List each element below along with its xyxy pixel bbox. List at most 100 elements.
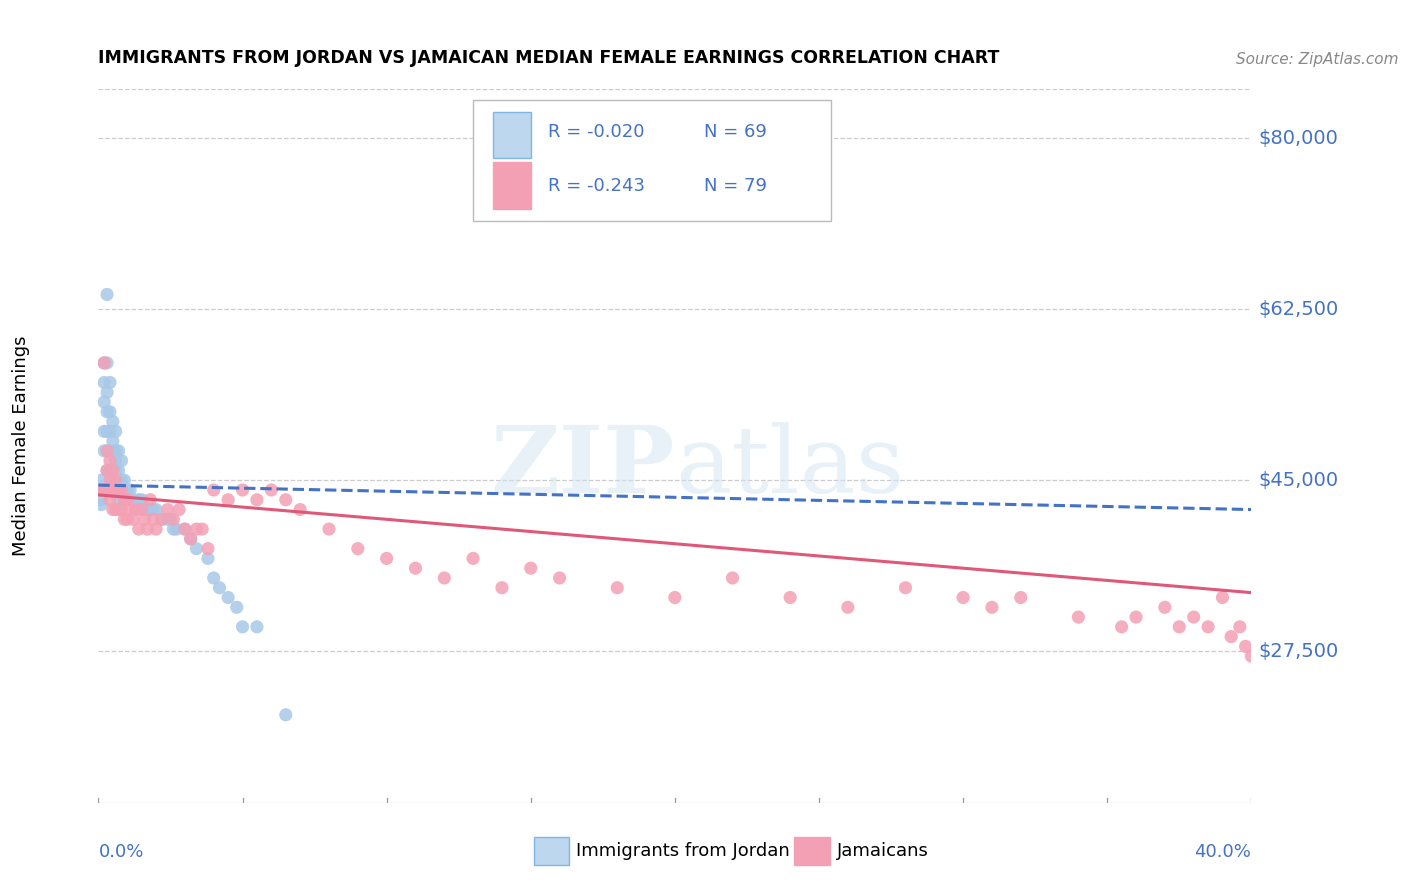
Point — [117, 512, 138, 526]
Point — [197, 551, 219, 566]
Point — [107, 483, 129, 497]
Point — [93, 376, 115, 390]
Point — [107, 463, 129, 477]
Point — [117, 492, 138, 507]
Point — [491, 581, 513, 595]
Point — [90, 492, 112, 507]
Point — [128, 492, 150, 507]
Point — [156, 502, 179, 516]
Bar — [492, 162, 531, 209]
Point — [107, 502, 129, 516]
Point — [101, 483, 124, 497]
Point — [1182, 610, 1205, 624]
Point — [520, 561, 543, 575]
Point — [217, 492, 239, 507]
Point — [202, 483, 225, 497]
Point — [1067, 610, 1090, 624]
Point — [142, 502, 165, 516]
Point — [117, 492, 138, 507]
Point — [96, 443, 118, 458]
Point — [405, 561, 427, 575]
Point — [93, 443, 115, 458]
Point — [112, 492, 135, 507]
Point — [112, 492, 135, 507]
Point — [246, 492, 269, 507]
Point — [131, 502, 153, 516]
Point — [202, 571, 225, 585]
Point — [548, 571, 571, 585]
Point — [180, 532, 202, 546]
Point — [120, 483, 142, 497]
Point — [1153, 600, 1175, 615]
Point — [225, 600, 247, 615]
Point — [110, 483, 132, 497]
Point — [231, 620, 254, 634]
Point — [110, 473, 132, 487]
Point — [90, 473, 112, 487]
Point — [128, 522, 150, 536]
Point — [174, 522, 197, 536]
Point — [101, 473, 124, 487]
Point — [125, 502, 148, 516]
Point — [837, 600, 859, 615]
Point — [1197, 620, 1219, 634]
Point — [139, 502, 162, 516]
Point — [110, 453, 132, 467]
Point — [101, 463, 124, 477]
Point — [197, 541, 219, 556]
Point — [231, 483, 254, 497]
Point — [120, 502, 142, 516]
Text: $80,000: $80,000 — [1258, 128, 1339, 147]
Point — [98, 425, 121, 439]
Text: $45,000: $45,000 — [1258, 471, 1339, 490]
Point — [98, 453, 121, 467]
Point — [894, 581, 917, 595]
Point — [217, 591, 239, 605]
Text: Jamaicans: Jamaicans — [837, 842, 928, 860]
Point — [98, 492, 121, 507]
Point — [104, 502, 127, 516]
Point — [93, 395, 115, 409]
Point — [162, 522, 184, 536]
Point — [318, 522, 340, 536]
Point — [260, 483, 283, 497]
Point — [721, 571, 744, 585]
Text: ZIP: ZIP — [491, 423, 675, 512]
Point — [150, 512, 173, 526]
Bar — [492, 112, 531, 158]
FancyBboxPatch shape — [472, 100, 831, 221]
Point — [93, 425, 115, 439]
Point — [136, 502, 159, 516]
Point — [981, 600, 1004, 615]
Point — [96, 463, 118, 477]
Point — [274, 707, 297, 722]
Point — [107, 443, 129, 458]
Point — [93, 483, 115, 497]
Point — [90, 483, 112, 497]
Point — [186, 541, 208, 556]
Point — [134, 502, 156, 516]
Point — [93, 356, 115, 370]
Point — [96, 287, 118, 301]
Point — [779, 591, 801, 605]
Text: IMMIGRANTS FROM JORDAN VS JAMAICAN MEDIAN FEMALE EARNINGS CORRELATION CHART: IMMIGRANTS FROM JORDAN VS JAMAICAN MEDIA… — [98, 49, 1000, 67]
Point — [159, 512, 181, 526]
Point — [208, 581, 231, 595]
Point — [174, 522, 197, 536]
Point — [117, 483, 138, 497]
Text: Immigrants from Jordan: Immigrants from Jordan — [576, 842, 790, 860]
Point — [96, 385, 118, 400]
Point — [104, 425, 127, 439]
Point — [101, 463, 124, 477]
Text: 0.0%: 0.0% — [98, 843, 143, 861]
Point — [274, 492, 297, 507]
Point — [246, 620, 269, 634]
Point — [461, 551, 484, 566]
Text: 40.0%: 40.0% — [1195, 843, 1251, 861]
Point — [156, 512, 179, 526]
Point — [98, 376, 121, 390]
Text: R = -0.243: R = -0.243 — [548, 177, 645, 194]
Text: $27,500: $27,500 — [1258, 641, 1339, 661]
Point — [1229, 620, 1251, 634]
Point — [1125, 610, 1147, 624]
